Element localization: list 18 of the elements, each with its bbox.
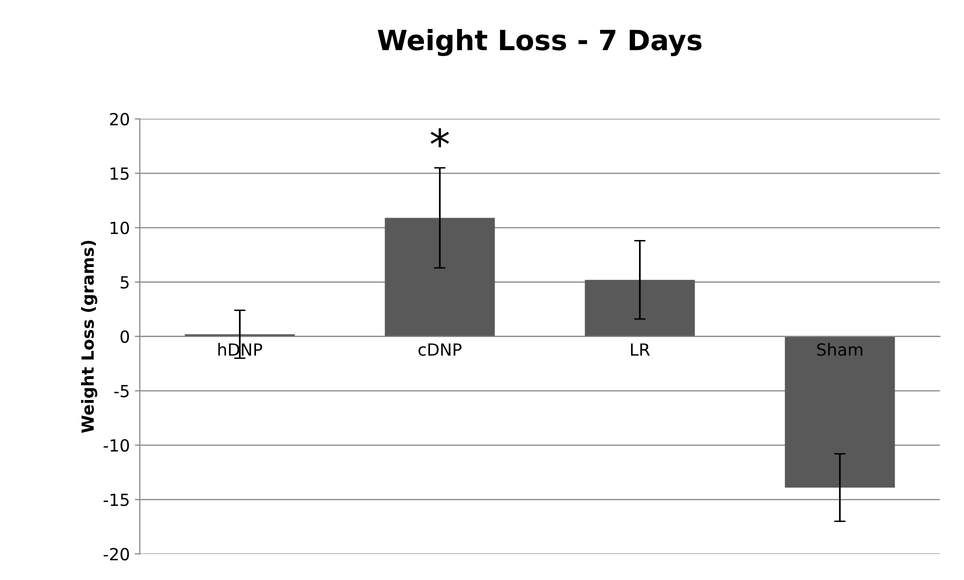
y-tick-label: -15 xyxy=(104,494,129,506)
bar xyxy=(584,280,695,336)
y-axis-title: Weight Loss (grams) xyxy=(81,240,98,433)
bar xyxy=(384,218,495,336)
annotation: * xyxy=(430,128,449,148)
y-tick-label: 10 xyxy=(110,222,129,234)
chart-title: Weight Loss - 7 Days xyxy=(378,29,702,56)
y-tick-label: 20 xyxy=(110,112,129,126)
y-tick-label: -10 xyxy=(104,439,129,452)
bar xyxy=(784,336,895,488)
x-tick-label: cDNP xyxy=(418,343,462,356)
x-tick-label: LR xyxy=(631,343,650,356)
y-tick-label: 15 xyxy=(110,167,129,180)
y-tick-label: -20 xyxy=(104,548,129,560)
y-tick-label: 0 xyxy=(120,330,129,343)
x-tick-label: Sham xyxy=(817,342,862,356)
y-tick-label: -5 xyxy=(114,384,129,398)
y-tick-label: 5 xyxy=(120,276,129,289)
